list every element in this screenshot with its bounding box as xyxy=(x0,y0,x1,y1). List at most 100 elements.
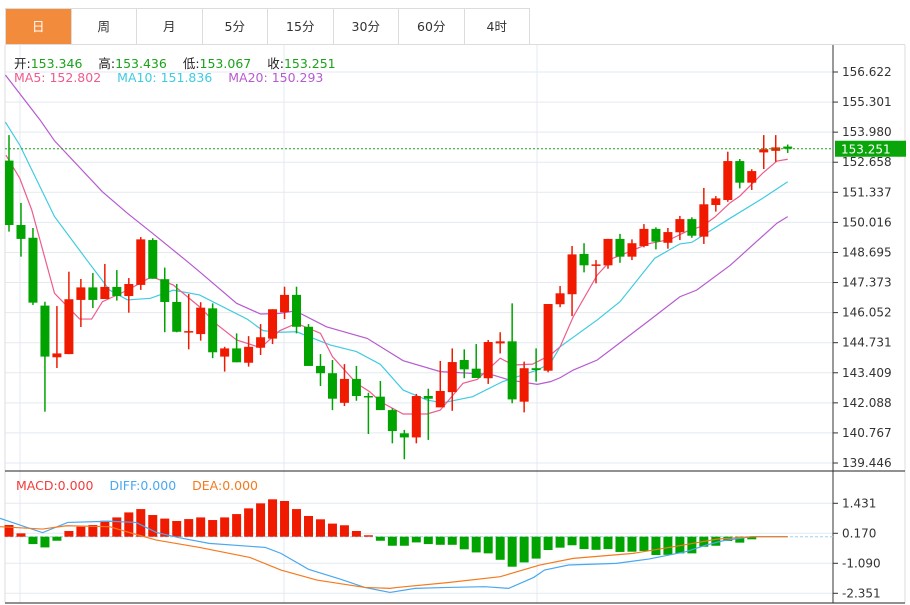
macd-bar-negative xyxy=(459,536,469,550)
candle-down xyxy=(304,326,313,366)
candle-up xyxy=(675,219,685,233)
macd-bar-positive xyxy=(100,520,110,537)
ma-legend: MA5: 152.802 MA10: 151.836 MA20: 150.293 xyxy=(14,70,323,85)
candle-up xyxy=(555,293,565,305)
candle-down xyxy=(208,308,218,353)
macd-bar-negative xyxy=(52,536,62,541)
macd-legend: MACD:0.000 DIFF:0.000 DEA:0.000 xyxy=(16,478,258,493)
candle-up xyxy=(759,149,769,153)
macd-bar-positive xyxy=(339,525,349,537)
low-value: 153.067 xyxy=(199,56,252,71)
candle-down xyxy=(5,160,14,226)
candle-down xyxy=(735,161,745,183)
macd-bar-negative xyxy=(40,536,50,548)
macd-bar-positive xyxy=(4,525,14,537)
macd-bar-positive xyxy=(196,517,206,537)
candle-down xyxy=(112,286,122,297)
macd-bar-negative xyxy=(615,536,625,552)
ma20-line xyxy=(5,74,789,385)
macd-bar-positive xyxy=(88,525,98,537)
macd-bar-negative xyxy=(651,536,661,556)
candle-up xyxy=(699,204,709,237)
candle-up xyxy=(100,286,110,300)
divider xyxy=(5,44,905,45)
tab-7[interactable]: 4时 xyxy=(464,9,530,44)
tab-2[interactable]: 月 xyxy=(137,9,203,44)
candle-up xyxy=(519,368,529,402)
macd-bar-negative xyxy=(435,536,445,545)
candle-down xyxy=(459,360,469,370)
price-tick-label: 140.767 xyxy=(842,426,892,440)
candle-up xyxy=(124,283,134,297)
macd-bar-negative xyxy=(471,536,481,553)
candle-up xyxy=(663,232,673,243)
tab-0[interactable]: 日 xyxy=(6,9,72,44)
macd-bar-positive xyxy=(292,509,302,537)
candle-up xyxy=(711,198,721,205)
last-price-tag xyxy=(835,140,906,157)
close-value: 153.251 xyxy=(283,56,336,71)
period-tabs: 日周月 5分 15分 30分 60分 4时 xyxy=(5,8,530,45)
candle-up xyxy=(411,395,421,438)
macd-bar-positive xyxy=(304,515,313,537)
macd-tick-label: 0.170 xyxy=(842,526,876,540)
last-price-label: 153.251 xyxy=(841,143,891,157)
macd-bar-positive xyxy=(172,520,182,537)
candle-down xyxy=(363,395,373,398)
price-tick-label: 144.731 xyxy=(842,336,892,350)
candle-up xyxy=(723,161,733,200)
price-tick-label: 155.301 xyxy=(842,95,892,109)
macd-bar-negative xyxy=(591,536,601,550)
macd-bar-positive xyxy=(220,517,230,537)
macd-tick-label: -2.351 xyxy=(842,586,881,600)
candle-down xyxy=(615,238,625,257)
ma10-line xyxy=(5,121,789,404)
price-tick-label: 153.980 xyxy=(842,125,892,139)
price-tick-label: 147.373 xyxy=(842,276,892,290)
dea-line xyxy=(0,525,788,589)
dea-value: DEA:0.000 xyxy=(192,478,259,493)
candle-down xyxy=(399,433,409,438)
candle-down xyxy=(387,410,397,432)
macd-bar-negative xyxy=(483,536,493,554)
candle-up xyxy=(603,238,613,266)
candle-up xyxy=(639,228,649,246)
macd-bar-positive xyxy=(184,519,194,537)
price-tick-label: 139.446 xyxy=(842,456,892,470)
macd-bar-positive xyxy=(268,499,278,537)
candle-down xyxy=(531,368,541,371)
price-tick-label: 148.695 xyxy=(842,245,892,259)
candle-up xyxy=(184,331,194,333)
candle-up xyxy=(747,171,757,183)
tab-4[interactable]: 15分 xyxy=(268,9,334,44)
candle-down xyxy=(579,253,589,266)
tab-5[interactable]: 30分 xyxy=(333,9,399,44)
macd-bar-positive xyxy=(112,517,122,537)
macd-bar-negative xyxy=(735,536,745,543)
candle-down xyxy=(351,378,361,396)
macd-bar-negative xyxy=(627,536,637,552)
candle-down xyxy=(292,294,302,327)
ma20-value: MA20: 150.293 xyxy=(228,70,324,85)
candle-up xyxy=(280,294,290,313)
tab-3[interactable]: 5分 xyxy=(202,9,268,44)
macd-bar-negative xyxy=(495,536,505,560)
diff-value: DIFF:0.000 xyxy=(109,478,177,493)
macd-bar-positive xyxy=(232,514,242,537)
tab-1[interactable]: 周 xyxy=(71,9,137,44)
price-tick-label: 150.016 xyxy=(842,215,892,229)
macd-bar-negative xyxy=(387,536,397,546)
macd-bar-positive xyxy=(148,515,158,537)
price-tick-label: 156.622 xyxy=(842,65,892,79)
candle-up xyxy=(64,299,74,355)
macd-bar-positive xyxy=(244,508,254,537)
candle-down xyxy=(327,373,337,399)
macd-bar-positive xyxy=(124,512,134,537)
candle-up xyxy=(591,264,601,266)
tab-6[interactable]: 60分 xyxy=(399,9,465,44)
open-value: 153.346 xyxy=(30,56,83,71)
candle-up xyxy=(52,353,62,358)
candle-down xyxy=(651,228,661,242)
candle-up xyxy=(567,254,577,295)
